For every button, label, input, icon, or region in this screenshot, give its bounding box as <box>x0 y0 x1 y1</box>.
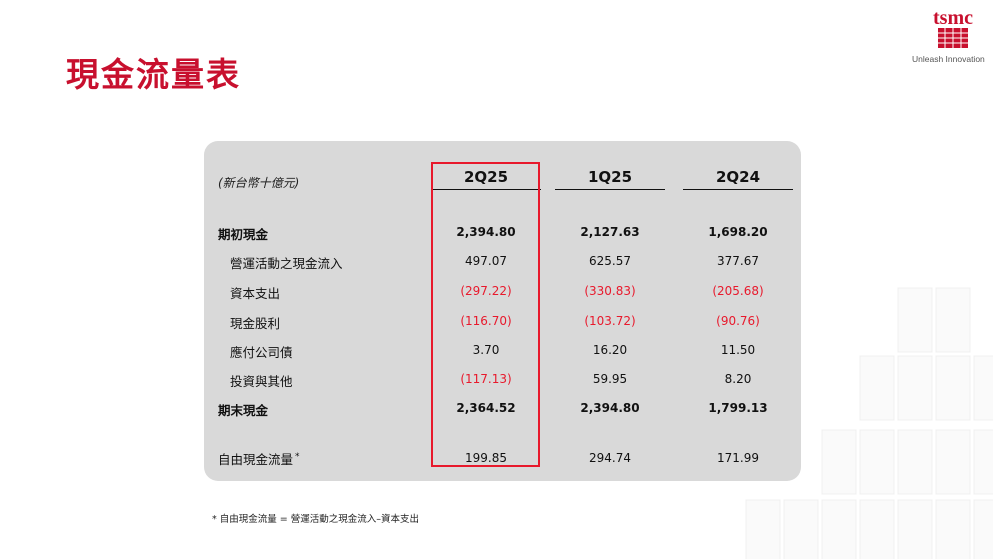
row-label-cash-dividends: 現金股利 <box>230 316 281 331</box>
cell-opening-cash-2q25: 2,394.80 <box>456 225 516 239</box>
column-header-1q25: 1Q25 <box>555 168 665 190</box>
cell-cash-dividends-1q25: (103.72) <box>584 314 636 328</box>
cell-free-cash-flow-2q25: 199.85 <box>465 451 507 465</box>
cell-investments-other-1q25: 59.95 <box>592 372 628 386</box>
page-title: 現金流量表 <box>66 55 241 94</box>
cell-ending-cash-2q25: 2,364.52 <box>456 401 516 415</box>
row-label-opening-cash: 期初現金 <box>218 227 269 242</box>
row-label-free-cash-flow: 自由現金流量 * <box>218 449 300 468</box>
logo-tagline: Unleash Innovation <box>912 54 985 64</box>
cell-bonds-payable-2q25: 3.70 <box>472 343 500 357</box>
svg-text:tsmc: tsmc <box>933 7 973 29</box>
cell-free-cash-flow-1q25: 294.74 <box>589 451 631 465</box>
free-cash-flow-label-text: 自由現金流量 <box>218 452 294 467</box>
highlight-box-2q25 <box>431 162 540 467</box>
cell-capex-1q25: (330.83) <box>584 284 636 298</box>
cell-cash-dividends-2q24: (90.76) <box>716 314 760 328</box>
cell-bonds-payable-2q24: 11.50 <box>720 343 756 357</box>
footnote: * 自由現金流量 = 營運活動之現金流入–資本支出 <box>212 514 420 525</box>
cell-ending-cash-2q24: 1,799.13 <box>708 401 768 415</box>
cell-capex-2q25: (297.22) <box>460 284 512 298</box>
cell-opening-cash-2q24: 1,698.20 <box>708 225 768 239</box>
cell-bonds-payable-1q25: 16.20 <box>592 343 628 357</box>
cell-cash-dividends-2q25: (116.70) <box>460 314 512 328</box>
cell-capex-2q24: (205.68) <box>712 284 764 298</box>
row-label-ending-cash: 期末現金 <box>218 403 269 418</box>
cell-investments-other-2q24: 8.20 <box>724 372 752 386</box>
cell-operating-inflow-1q25: 625.57 <box>589 254 631 268</box>
column-header-2q24: 2Q24 <box>683 168 793 190</box>
cell-opening-cash-1q25: 2,127.63 <box>580 225 640 239</box>
cell-free-cash-flow-2q24: 171.99 <box>717 451 759 465</box>
cell-operating-inflow-2q25: 497.07 <box>465 254 507 268</box>
tsmc-logo-icon: tsmc <box>932 2 974 50</box>
cell-ending-cash-1q25: 2,394.80 <box>580 401 640 415</box>
row-label-bonds-payable: 應付公司債 <box>230 345 293 360</box>
footnote-mark: * <box>295 451 300 462</box>
column-header-2q25: 2Q25 <box>431 168 541 190</box>
cell-operating-inflow-2q24: 377.67 <box>717 254 759 268</box>
cash-flow-panel <box>204 141 801 481</box>
row-label-operating-inflow: 營運活動之現金流入 <box>230 256 343 271</box>
row-label-investments-other: 投資與其他 <box>230 374 293 389</box>
tsmc-logo: tsmc Unleash Innovation <box>912 2 993 64</box>
row-label-capex: 資本支出 <box>230 286 281 301</box>
cell-investments-other-2q25: (117.13) <box>460 372 512 386</box>
unit-label: (新台幣十億元) <box>218 176 300 190</box>
